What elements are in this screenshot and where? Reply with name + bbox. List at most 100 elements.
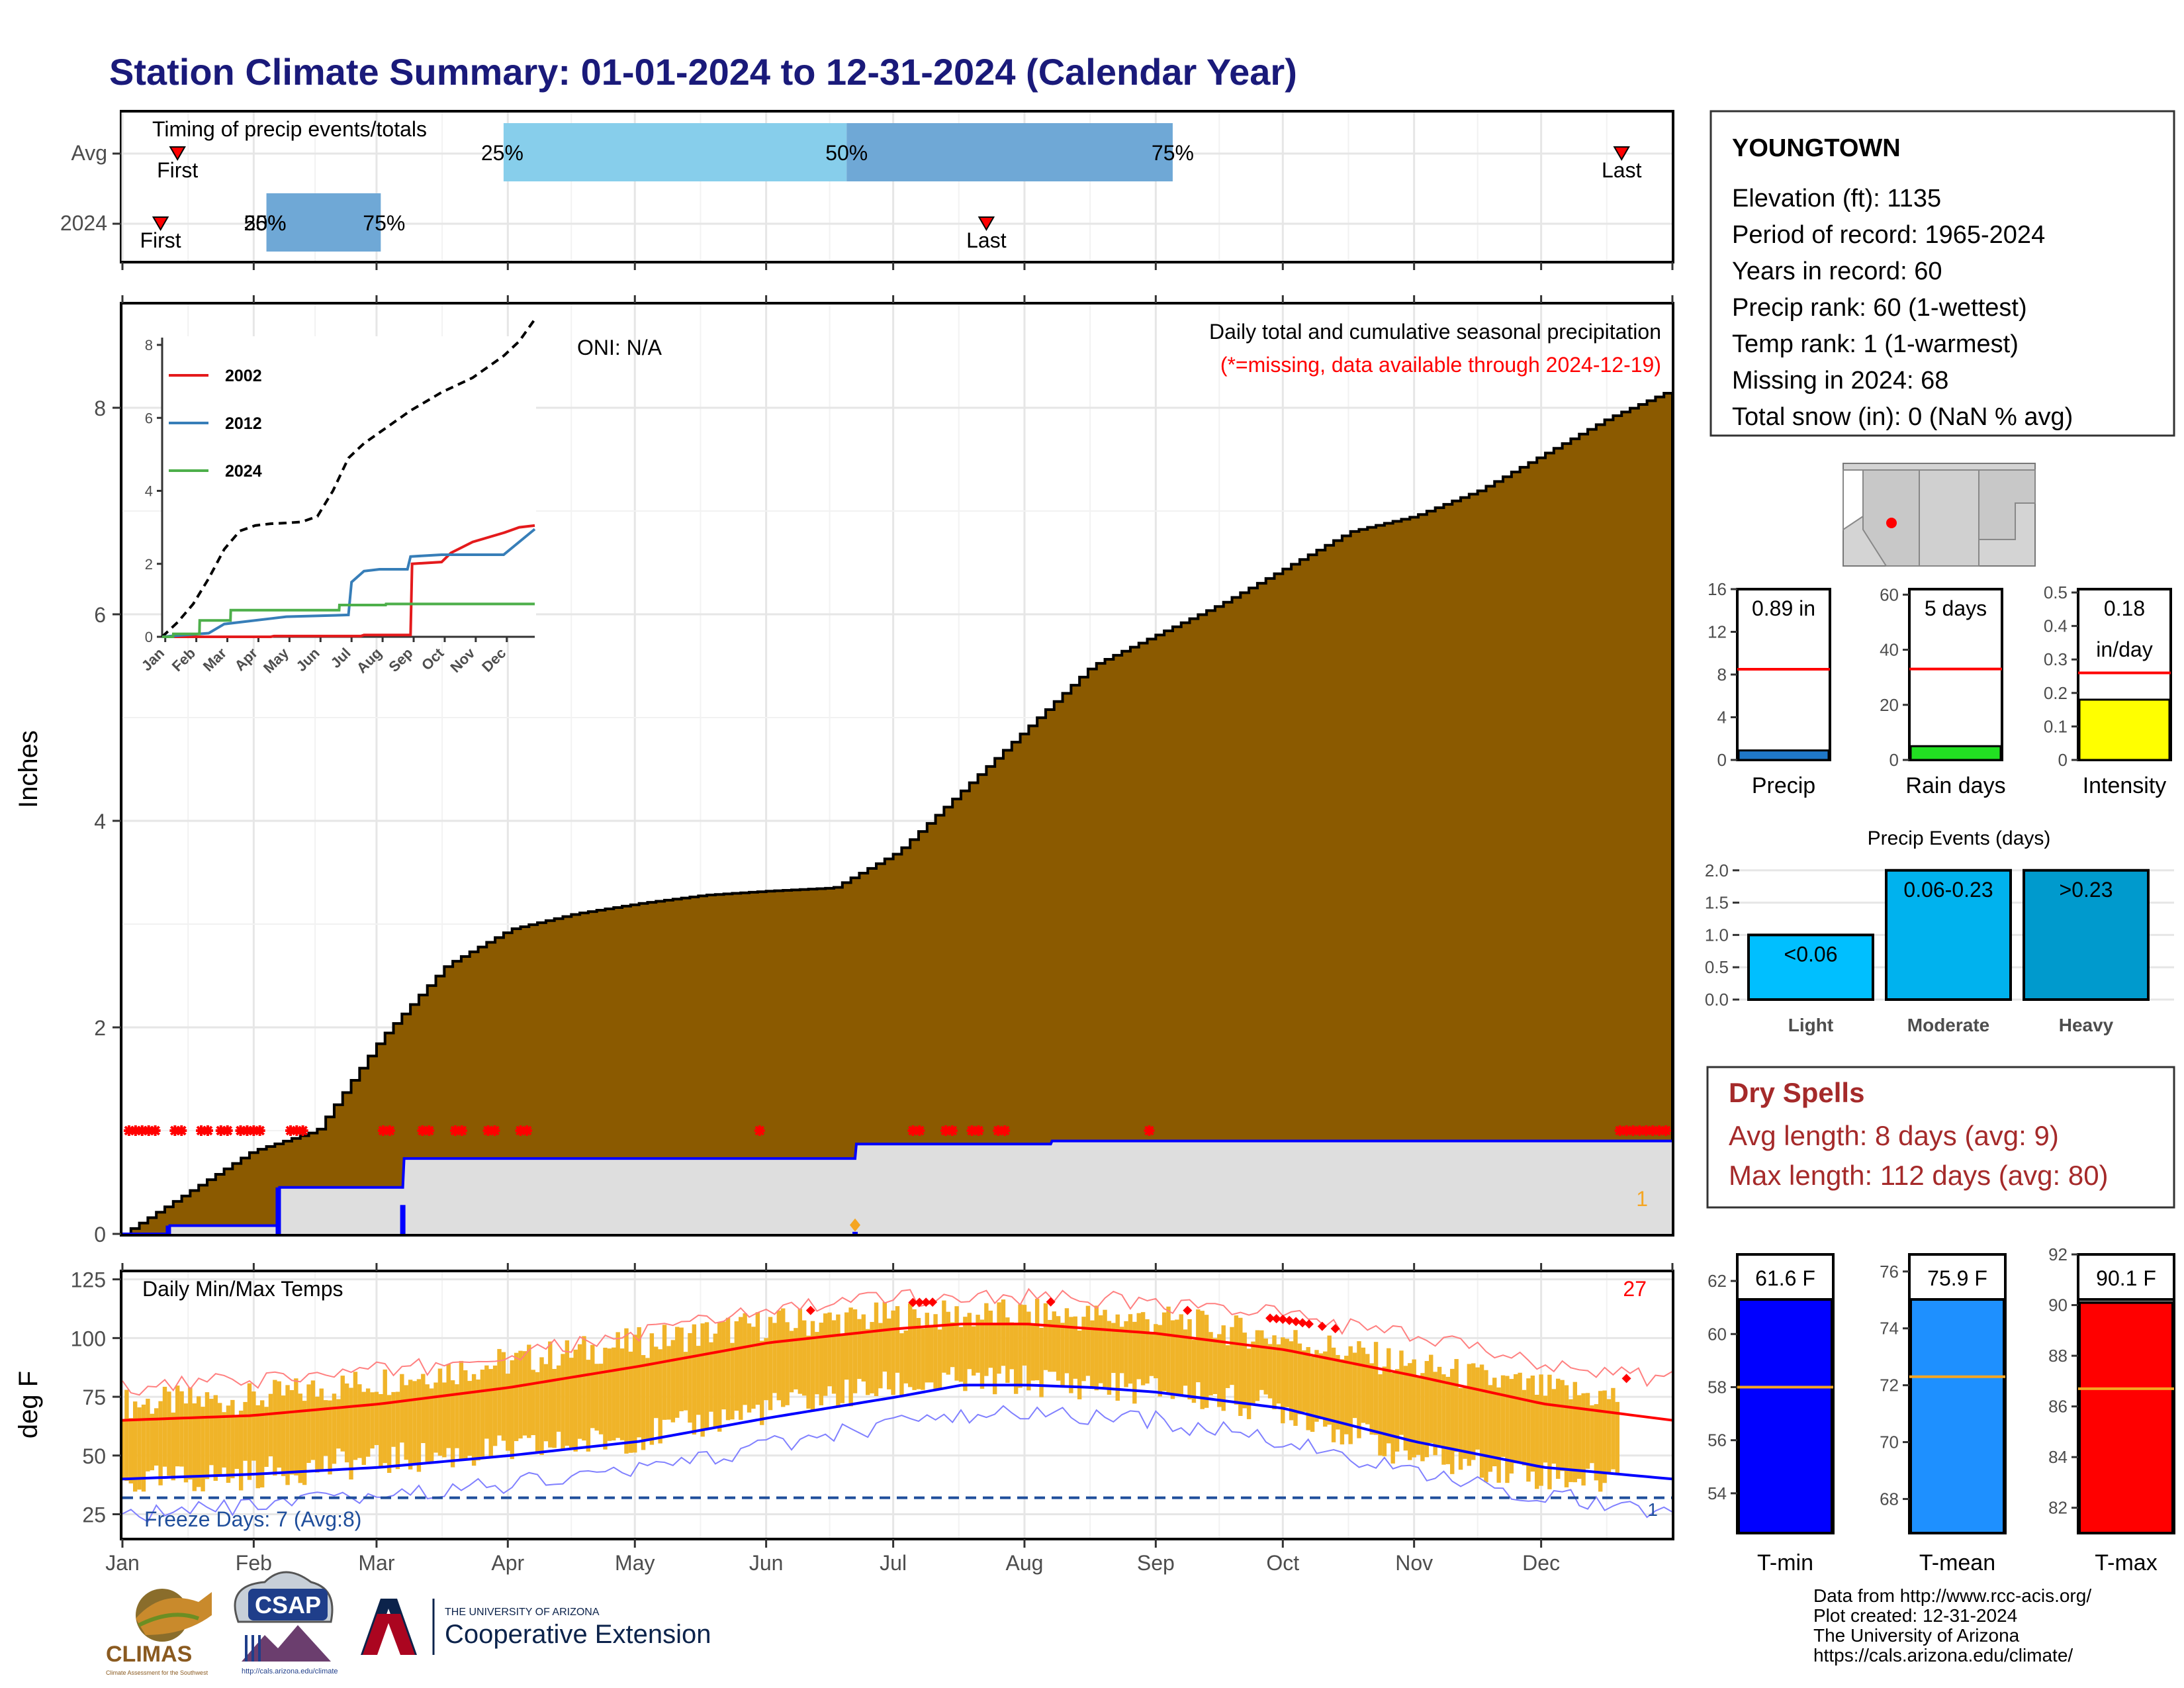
daily-temp-range-bar xyxy=(1217,1334,1222,1407)
2024-q25-label: 25% xyxy=(244,211,287,235)
daily-temp-range-bar xyxy=(1382,1366,1387,1456)
precip-main-label: Daily total and cumulative seasonal prec… xyxy=(1209,320,1661,344)
daily-temp-range-bar xyxy=(488,1369,493,1459)
temp-y-tick-label: 125 xyxy=(71,1268,106,1292)
daily-temp-range-bar xyxy=(700,1323,705,1437)
daily-temp-range-bar xyxy=(870,1322,874,1393)
inset-y-tick-label: 0 xyxy=(145,629,153,645)
daily-temp-range-bar xyxy=(1306,1346,1310,1430)
daily-temp-range-bar xyxy=(1069,1317,1073,1393)
2024-q25-q75-bar xyxy=(266,193,381,252)
month-tick-label: Nov xyxy=(1395,1551,1433,1575)
daily-temp-range-bar xyxy=(1030,1323,1035,1381)
temp-bar-label: T-max xyxy=(2095,1550,2157,1575)
missing-day-marker xyxy=(1647,1125,1659,1136)
daily-temp-range-bar xyxy=(463,1370,468,1459)
record-high-marker xyxy=(1046,1297,1056,1307)
temp-bar-y-tick-label: 76 xyxy=(1880,1262,1899,1282)
daily-temp-range-bar xyxy=(408,1380,413,1470)
daily-temp-range-bar xyxy=(1281,1337,1285,1424)
footer-line: The University of Arizona xyxy=(1813,1625,2020,1646)
missing-day-marker xyxy=(456,1125,467,1136)
daily-temp-range-bar xyxy=(1034,1299,1040,1381)
daily-temp-range-bar xyxy=(1518,1372,1522,1464)
missing-day-marker xyxy=(176,1125,187,1136)
daily-temp-range-bar xyxy=(1496,1387,1501,1483)
daily-temp-range-bar xyxy=(725,1317,731,1421)
daily-temp-range-bar xyxy=(357,1384,362,1458)
daily-temp-range-bar xyxy=(1463,1387,1467,1459)
daily-temp-range-bar xyxy=(552,1368,557,1448)
daily-temp-range-bar xyxy=(306,1384,311,1463)
daily-temp-range-bar xyxy=(1022,1305,1027,1366)
daily-temp-range-bar xyxy=(988,1310,993,1368)
events-bar xyxy=(1885,868,2012,1002)
daily-temp-range-bar xyxy=(1340,1359,1345,1445)
daily-temp-range-bar xyxy=(582,1336,586,1441)
daily-temp-range-bar xyxy=(1115,1314,1120,1401)
daily-temp-range-bar xyxy=(1090,1320,1095,1389)
missing-day-marker xyxy=(1654,1125,1665,1136)
daily-temp-range-bar xyxy=(946,1311,950,1375)
daily-temp-range-bar xyxy=(1026,1311,1031,1391)
daily-temp-range-bar xyxy=(1285,1338,1289,1407)
record-max-line xyxy=(122,1288,1673,1396)
missing-day-marker xyxy=(966,1125,978,1136)
daily-temp-range-bar xyxy=(183,1403,189,1483)
station-name: YOUNGTOWN xyxy=(1732,134,1901,162)
mini-bar-value-label: 0.89 in xyxy=(1752,596,1815,620)
daily-temp-range-bar xyxy=(205,1392,210,1479)
daily-temp-range-bar xyxy=(1365,1354,1370,1425)
mini-bar-y-tick-label: 0.5 xyxy=(2044,583,2068,602)
missing-day-marker xyxy=(999,1125,1011,1136)
daily-temp-range-bar xyxy=(565,1340,570,1446)
events-title: Precip Events (days) xyxy=(1868,827,2051,849)
temperature-bar-charts: 61.6 F 54 56 58 60 62 T-min 75.9 F 68 70 72 74 76 T-m… xyxy=(1707,1244,2175,1575)
daily-temp-range-bar xyxy=(510,1360,514,1460)
daily-temp-range-bar xyxy=(230,1399,235,1479)
daily-temp-range-bar xyxy=(895,1306,900,1373)
csap-logo: CSAP http://cals.arizona.edu/climate xyxy=(234,1571,338,1675)
record-high-marker xyxy=(1271,1314,1281,1324)
daily-temp-range-bar xyxy=(654,1346,659,1419)
station-info-line: Elevation (ft): 1135 xyxy=(1732,185,1941,212)
daily-temp-range-bar xyxy=(264,1407,269,1467)
daily-temp-range-bar xyxy=(1577,1395,1582,1479)
daily-temp-range-bar xyxy=(336,1399,341,1449)
inset-legend-label: 2012 xyxy=(225,414,262,433)
2024-first-label: First xyxy=(140,228,181,252)
daily-temp-range-bar xyxy=(950,1322,955,1368)
events-bar-range: 0.06-0.23 xyxy=(1903,878,1993,902)
record-high-marker xyxy=(928,1297,938,1307)
2024-last-label: Last xyxy=(966,228,1007,252)
daily-temp-range-bar xyxy=(522,1351,527,1436)
climas-logo-text: CLIMAS xyxy=(106,1642,192,1667)
daily-temp-range-bar xyxy=(531,1370,535,1436)
daily-temp-range-bar xyxy=(1378,1374,1383,1456)
dry-spells-title: Dry Spells xyxy=(1729,1077,1864,1108)
temp-count-label: 27 xyxy=(1623,1277,1647,1301)
temp-bar-value xyxy=(2078,1301,2174,1534)
daily-temp-range-bar xyxy=(539,1357,544,1455)
daily-temp-range-bar xyxy=(1323,1351,1328,1427)
daily-temp-range-bar xyxy=(1166,1306,1171,1395)
month-tick-label: Oct xyxy=(1266,1551,1299,1575)
daily-temp-range-bar xyxy=(1585,1393,1590,1469)
record-high-marker xyxy=(1265,1313,1275,1323)
daily-temp-range-bar xyxy=(1001,1299,1006,1366)
mini-bar-2: 0 0.1 0.2 0.3 0.4 0.5 Intensity 0.18 in/day xyxy=(2044,583,2172,798)
daily-precip-bar xyxy=(165,1225,171,1234)
daily-temp-range-bar xyxy=(1509,1379,1514,1474)
daily-temp-range-bar xyxy=(1263,1338,1268,1395)
2024-q75-label: 75% xyxy=(363,211,405,235)
mini-bar-y-tick-label: 0 xyxy=(1717,750,1727,770)
daily-temp-range-bar xyxy=(1336,1354,1340,1430)
daily-temp-range-bar xyxy=(1242,1333,1247,1409)
timing-row-avg-label: Avg xyxy=(71,141,107,165)
avg-q50-q75-bar xyxy=(846,123,1173,181)
daily-temp-range-bar xyxy=(226,1405,231,1483)
daily-temp-range-bar xyxy=(645,1358,650,1441)
missing-day-marker xyxy=(297,1125,308,1136)
missing-day-marker xyxy=(449,1125,461,1136)
daily-temp-range-bar xyxy=(1060,1323,1065,1386)
